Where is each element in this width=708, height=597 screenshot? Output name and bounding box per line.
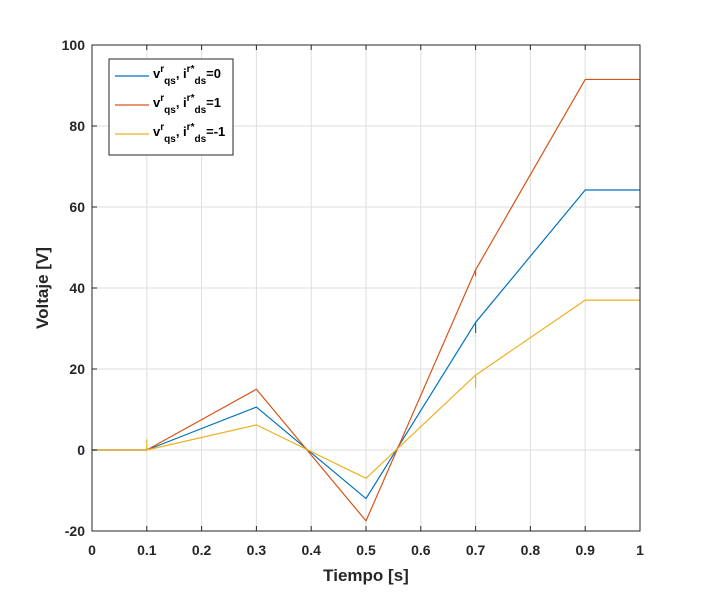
x-tick-label: 0.1 <box>137 542 157 558</box>
legend-entry: vrqs, ir*ds=1 <box>153 93 221 116</box>
series-line-3 <box>92 299 640 479</box>
y-tick-label: 80 <box>69 118 85 134</box>
y-tick-label: 60 <box>69 199 85 215</box>
x-tick-label: 0.9 <box>575 542 595 558</box>
x-tick-label: 1 <box>636 542 644 558</box>
series-layer <box>92 78 640 522</box>
y-axis-label: Voltaje [V] <box>33 247 52 329</box>
x-tick-label: 0 <box>88 542 96 558</box>
y-tick-label: 20 <box>69 361 85 377</box>
axis-ticks: 0 0.1 0.2 0.3 0.4 0.5 0.6 0.7 0.8 0.9 1-2002040608… <box>62 37 644 558</box>
x-tick-label: 0.5 <box>356 542 376 558</box>
series-line-2 <box>92 78 640 522</box>
legend-entry: vrqs, ir*ds=-1 <box>153 122 225 145</box>
x-tick-label: 0.7 <box>466 542 486 558</box>
x-tick-label: 0.8 <box>521 542 541 558</box>
legend-entry: vrqs, ir*ds=0 <box>153 64 221 87</box>
x-axis-label: Tiempo [s] <box>323 566 409 585</box>
legend-box <box>108 58 234 156</box>
x-tick-label: 0.2 <box>192 542 212 558</box>
x-tick-label: 0.6 <box>411 542 431 558</box>
y-tick-label: 40 <box>69 280 85 296</box>
y-tick-label: 100 <box>62 37 86 53</box>
x-tick-label: 0.3 <box>247 542 267 558</box>
y-tick-label: -20 <box>65 523 85 539</box>
legend: vrqs, ir*ds=0 vrqs, ir*ds=1 vrqs, ir*ds=-1 <box>108 58 234 156</box>
y-tick-label: 0 <box>77 442 85 458</box>
x-tick-label: 0.4 <box>301 542 321 558</box>
